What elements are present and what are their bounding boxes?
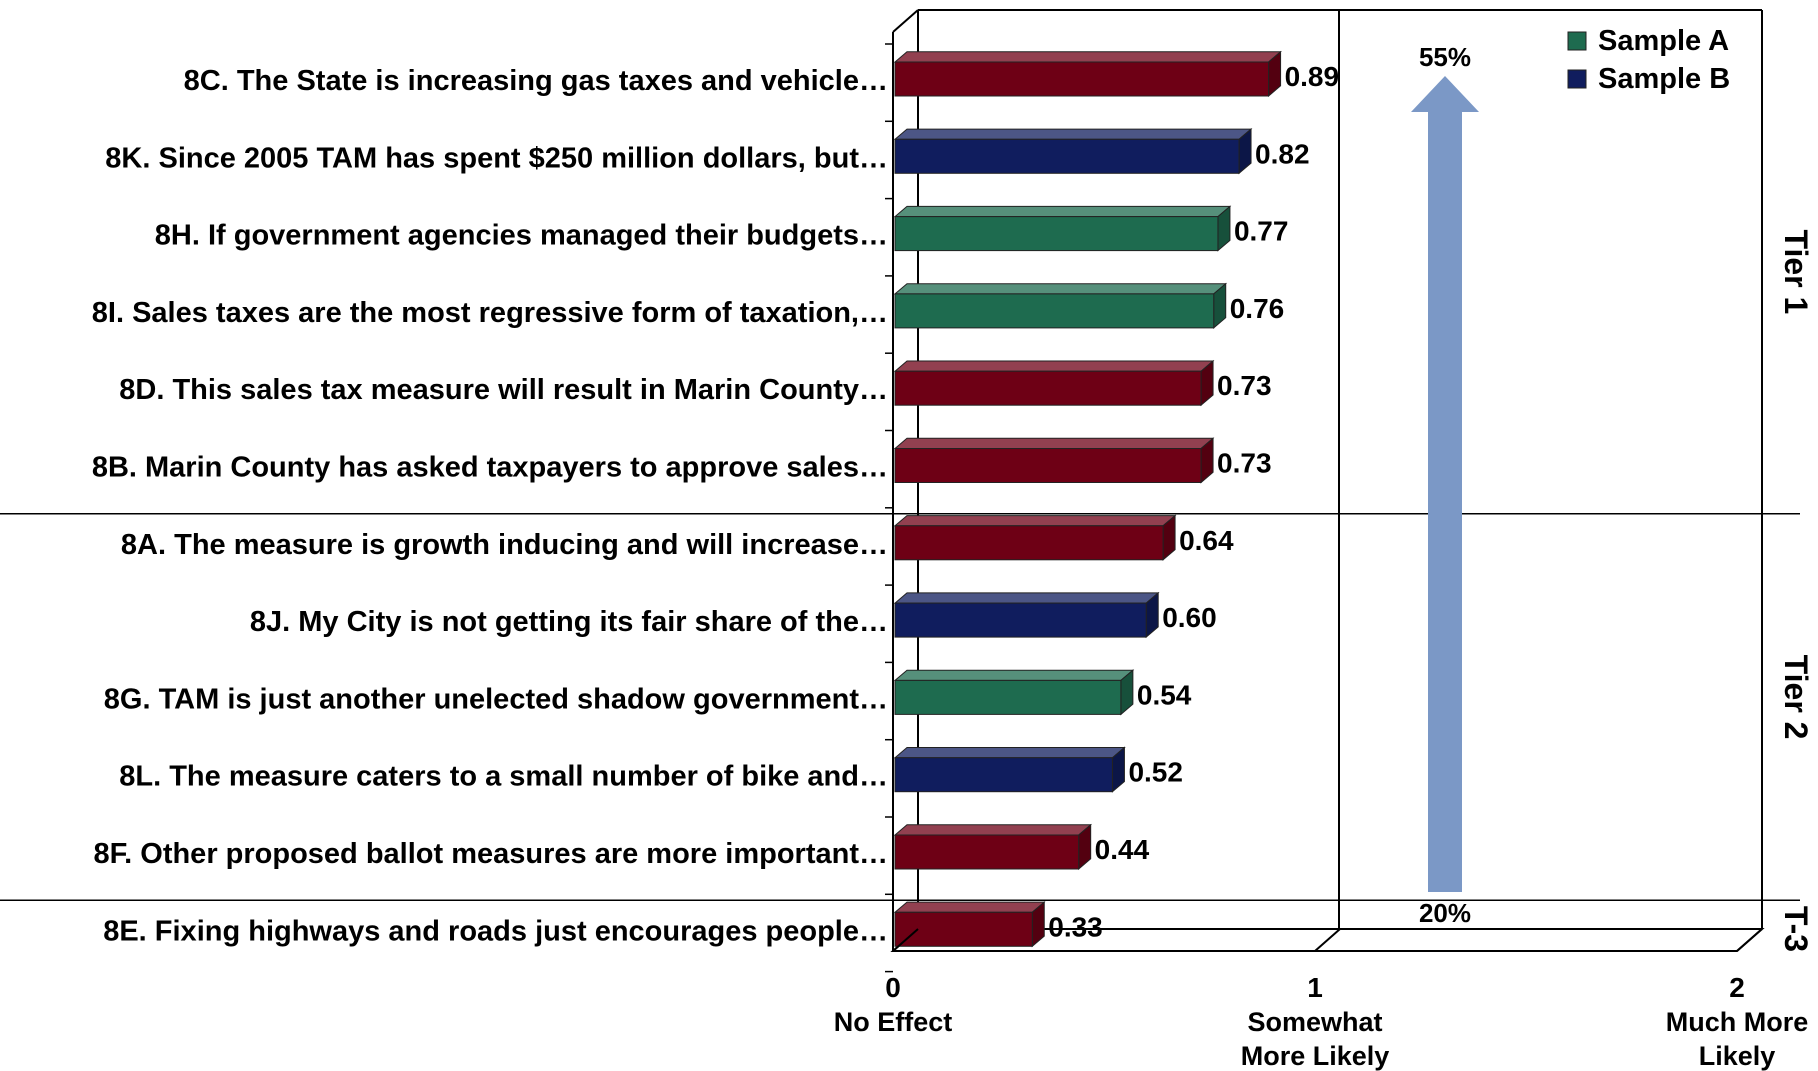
bar-front-face [894, 216, 1219, 252]
bar [893, 746, 1126, 793]
tier-label: Tier 2 [1778, 655, 1814, 740]
legend-swatch [1567, 31, 1587, 51]
bar-front-face [894, 757, 1113, 793]
bar-top-face [893, 901, 1046, 913]
bar [893, 128, 1253, 175]
bar-front-face [894, 448, 1202, 483]
bar-front-face [894, 138, 1240, 174]
bar-front-face [894, 293, 1215, 329]
bar-top-face [893, 747, 1126, 759]
bar-value-label: 0.54 [1137, 679, 1192, 710]
x-tick-number: 2 [1729, 972, 1745, 1003]
bar-front-face [894, 834, 1080, 870]
category-label: 8F. Other proposed ballot measures are m… [94, 838, 888, 870]
category-label: 8C. The State is increasing gas taxes an… [184, 65, 888, 97]
bar-top-face [893, 669, 1135, 681]
bar-top-face [893, 592, 1160, 604]
bar-value-label: 0.76 [1230, 293, 1285, 324]
category-label: 8E. Fixing highways and roads just encou… [103, 915, 888, 947]
bar-top-face [893, 51, 1282, 63]
bar-top-face [893, 824, 1093, 836]
x-tick-mark [1314, 928, 1341, 952]
bar-top-face [893, 128, 1253, 140]
bar-value-label: 0.44 [1095, 834, 1150, 865]
bar [893, 823, 1093, 871]
bar-front-face [894, 679, 1122, 715]
bar-value-label: 0.73 [1217, 448, 1272, 479]
category-label: 8K. Since 2005 TAM has spent $250 millio… [105, 142, 888, 174]
bar [893, 669, 1135, 716]
bar-value-label: 0.77 [1234, 216, 1289, 247]
x-tick-label: Much More [1666, 1007, 1809, 1037]
bar [893, 514, 1177, 561]
bar-top-face [893, 437, 1215, 449]
bar-front-face [894, 370, 1202, 406]
legend-label: Sample A [1598, 25, 1729, 57]
x-tick-number: 1 [1307, 972, 1323, 1003]
x-tick-mark [1736, 928, 1763, 952]
category-label: 8L. The measure caters to a small number… [119, 761, 888, 793]
x-tick-label: Somewhat [1247, 1007, 1382, 1037]
bar-value-label: 0.82 [1255, 138, 1310, 169]
category-label: 8H. If government agencies managed their… [155, 220, 888, 252]
bar [893, 359, 1215, 407]
bar [893, 50, 1282, 98]
bar-value-label: 0.33 [1048, 911, 1103, 942]
bar-top-face [893, 205, 1232, 218]
category-label: 8A. The measure is growth inducing and w… [121, 529, 888, 561]
arrow-top-label: 55% [1419, 42, 1471, 72]
bar-front-face [894, 911, 1033, 947]
category-label: 8I. Sales taxes are the most regressive … [92, 297, 888, 329]
category-label: 8J. My City is not getting its fair shar… [250, 606, 888, 638]
bar [893, 591, 1160, 639]
bar-value-label: 0.73 [1217, 370, 1272, 401]
bar-front-face [894, 525, 1164, 561]
bar-top-face [893, 515, 1177, 527]
category-label: 8D. This sales tax measure will result i… [119, 374, 888, 406]
bar-top-face [893, 360, 1215, 372]
frame-top-depth [892, 9, 919, 33]
x-tick-label: Likely [1699, 1041, 1776, 1071]
bar [893, 437, 1215, 484]
tier-label: Tier 1 [1778, 230, 1814, 315]
bar [893, 282, 1228, 329]
tier-label: T-3 [1778, 906, 1814, 952]
bar-value-label: 0.64 [1179, 525, 1234, 556]
bar [893, 901, 1046, 948]
bar [893, 205, 1232, 252]
legend-label: Sample B [1598, 63, 1730, 95]
bar-front-face [894, 602, 1147, 638]
legend-swatch [1567, 69, 1587, 89]
x-tick-label: No Effect [834, 1007, 953, 1037]
bar-top-face [893, 283, 1228, 295]
x-tick-label: More Likely [1241, 1041, 1390, 1071]
x-tick-number: 0 [885, 972, 901, 1003]
category-label: 8G. TAM is just another unelected shadow… [104, 683, 888, 715]
bar-value-label: 0.60 [1162, 602, 1217, 633]
bar-value-label: 0.52 [1128, 757, 1183, 788]
arrow-bottom-label: 20% [1419, 898, 1471, 928]
bar-value-label: 0.89 [1285, 61, 1340, 92]
annotation-arrow [1411, 76, 1479, 892]
x-tick-mark [892, 928, 919, 952]
category-label: 8B. Marin County has asked taxpayers to … [92, 452, 888, 484]
bar-front-face [894, 61, 1270, 97]
